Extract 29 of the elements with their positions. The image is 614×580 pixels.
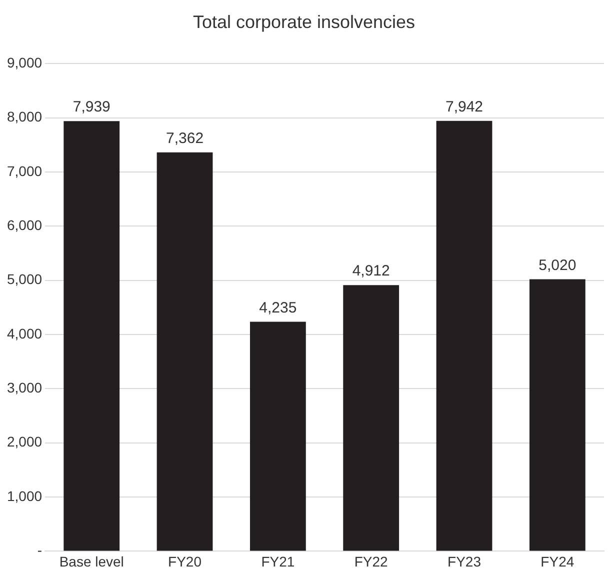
bar — [64, 121, 120, 551]
x-tick-label: Base level — [59, 553, 124, 570]
x-tick-label: FY21 — [261, 553, 295, 570]
x-tick-label: FY24 — [540, 553, 574, 570]
bar — [529, 279, 586, 551]
data-label: 7,939 — [72, 98, 110, 116]
bar — [250, 322, 306, 551]
y-tick-label: 2,000 — [6, 434, 42, 450]
y-tick-label: 5,000 — [6, 271, 42, 288]
y-tick-label: 8,000 — [6, 108, 42, 125]
y-tick-label: 7,000 — [6, 162, 42, 179]
x-tick-label: FY20 — [168, 553, 202, 570]
y-tick-label: 6,000 — [6, 216, 42, 233]
chart-title: Total corporate insolvencies — [192, 12, 416, 32]
data-label: 5,020 — [538, 256, 576, 274]
data-label: 7,942 — [445, 98, 484, 116]
y-tick-label: 3,000 — [6, 380, 42, 396]
bar — [436, 120, 492, 551]
bar — [343, 285, 400, 551]
data-label: 7,362 — [166, 130, 204, 147]
y-tick-label: 9,000 — [6, 54, 42, 70]
data-label: 4,235 — [259, 299, 297, 316]
x-tick-label: FY23 — [448, 553, 482, 570]
data-label: 4,912 — [352, 262, 390, 280]
y-tick-label: 4,000 — [6, 325, 42, 342]
bar — [156, 152, 213, 551]
y-tick-label: 1,000 — [6, 488, 42, 504]
y-tick-label: - — [37, 542, 42, 558]
x-tick-label: FY22 — [354, 553, 388, 570]
